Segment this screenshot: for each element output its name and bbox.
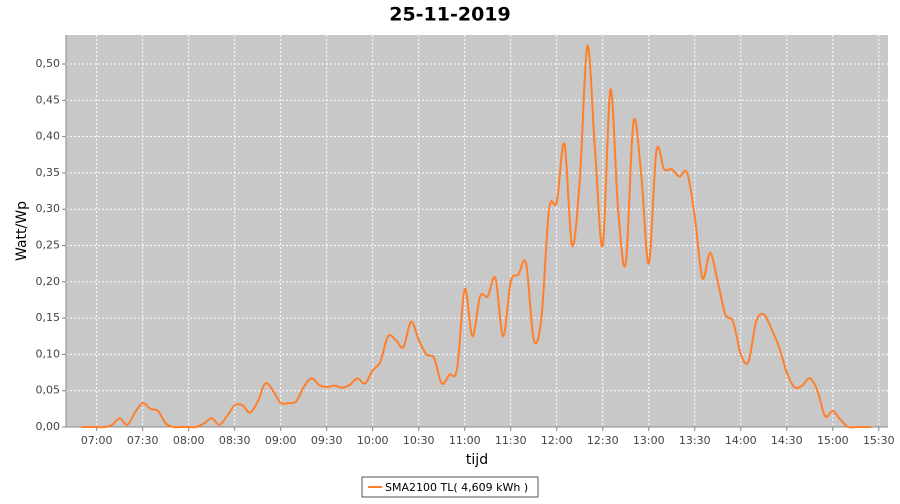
x-tick-label: 10:00 bbox=[357, 434, 389, 447]
x-tick-label: 13:00 bbox=[633, 434, 665, 447]
x-tick-label: 07:30 bbox=[127, 434, 159, 447]
series-line bbox=[81, 44, 872, 429]
x-tick-label: 08:30 bbox=[219, 434, 251, 447]
x-tick-label: 10:30 bbox=[403, 434, 435, 447]
y-tick-label: 0,40 bbox=[36, 130, 61, 143]
y-tick-label: 0,35 bbox=[36, 166, 61, 179]
y-tick-label: 0,30 bbox=[36, 202, 61, 215]
x-tick-label: 12:00 bbox=[541, 434, 573, 447]
x-tick-label: 07:00 bbox=[81, 434, 113, 447]
x-tick-label: 11:30 bbox=[495, 434, 527, 447]
y-axis-label: Watt/Wp bbox=[14, 201, 30, 261]
x-tick-label: 12:30 bbox=[587, 434, 619, 447]
legend-label: SMA2100 TL( 4,609 kWh ) bbox=[385, 481, 528, 494]
y-tick-label: 0,10 bbox=[36, 347, 61, 360]
x-tick-label: 08:00 bbox=[173, 434, 205, 447]
x-tick-label: 13:30 bbox=[679, 434, 711, 447]
y-tick-label: 0,50 bbox=[36, 57, 61, 70]
x-axis-label: tijd bbox=[466, 452, 488, 468]
x-tick-label: 15:30 bbox=[863, 434, 895, 447]
y-tick-label: 0,45 bbox=[36, 93, 61, 106]
y-tick-label: 0,20 bbox=[36, 275, 61, 288]
x-tick-label: 14:30 bbox=[771, 434, 803, 447]
y-tick-label: 0,15 bbox=[36, 311, 61, 324]
y-tick-label: 0,05 bbox=[36, 384, 61, 397]
y-tick-label: 0,00 bbox=[36, 420, 61, 433]
plot-area bbox=[66, 35, 888, 427]
x-tick-label: 14:00 bbox=[725, 434, 757, 447]
x-tick-label: 15:00 bbox=[817, 434, 849, 447]
chart-title: 25-11-2019 bbox=[389, 4, 511, 26]
y-tick-label: 0,25 bbox=[36, 239, 61, 252]
x-tick-label: 11:00 bbox=[449, 434, 481, 447]
x-tick-label: 09:30 bbox=[311, 434, 343, 447]
legend-box bbox=[361, 476, 539, 498]
x-tick-label: 09:00 bbox=[265, 434, 297, 447]
